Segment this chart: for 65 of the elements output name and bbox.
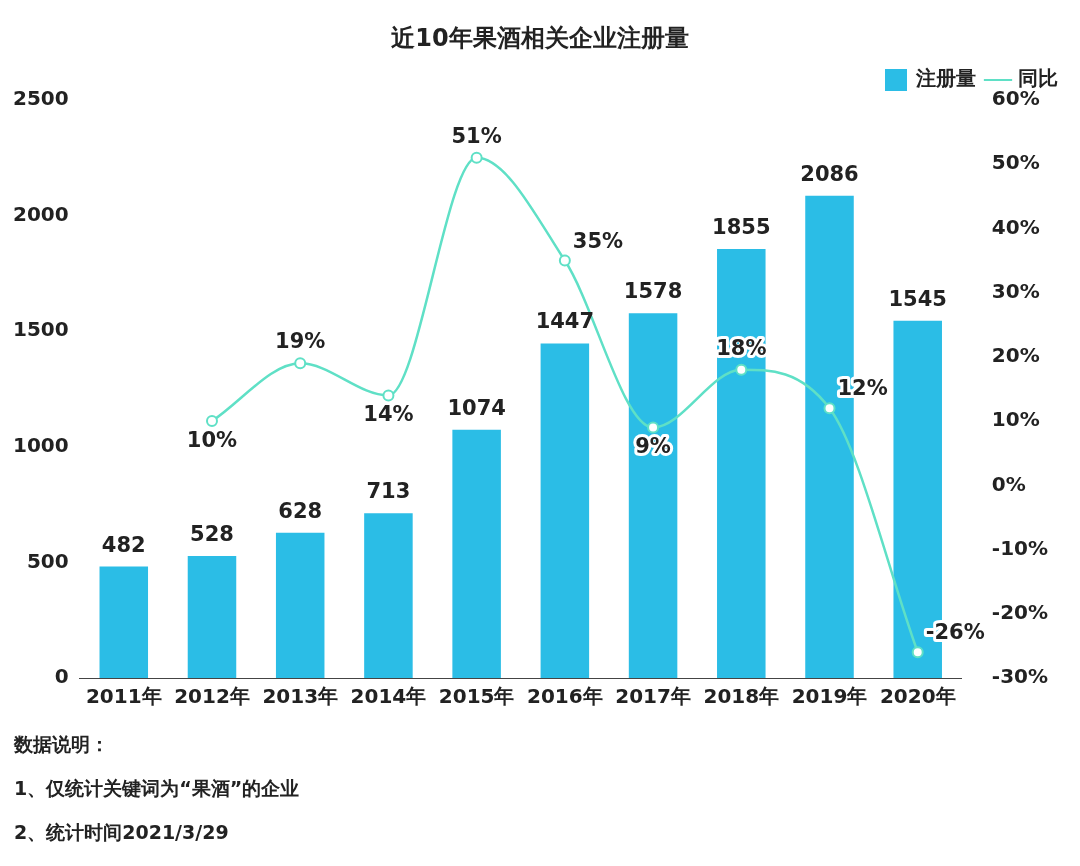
y2-tick-label: 0% <box>991 471 1026 496</box>
x-tick-label: 2013年 <box>262 684 339 709</box>
data-label: 482 <box>101 532 146 557</box>
y-tick-label: 500 <box>26 548 69 573</box>
x-tick-label: 2017年 <box>615 684 691 709</box>
y2-tick-label: 20% <box>991 343 1040 368</box>
data-label: 1545 <box>888 286 947 311</box>
point <box>294 357 307 370</box>
x-tick-label: 2015年 <box>438 684 515 709</box>
data-label: 528 <box>190 521 234 546</box>
y2-tick-label: 30% <box>991 278 1040 303</box>
point <box>735 363 748 376</box>
y-tick-label: 1500 <box>12 317 69 342</box>
bar <box>364 513 413 678</box>
y2-tick-label: 10% <box>991 407 1040 432</box>
bar <box>187 555 237 678</box>
y2-tick-label: -10% <box>991 535 1048 560</box>
point <box>470 151 483 164</box>
y-tick-label: 0 <box>54 664 69 689</box>
y2-tick-label: -20% <box>991 599 1048 624</box>
chart-title: 近10年果酒相关企业注册量 <box>390 23 690 54</box>
x-tick-label: 2020年 <box>879 684 956 709</box>
bar <box>99 566 149 678</box>
x-tick-label: 2011年 <box>85 684 162 709</box>
x-tick-label: 2019年 <box>791 684 868 709</box>
point <box>911 646 924 659</box>
data-label: 1855 <box>712 215 771 240</box>
data-label: 51% <box>451 123 502 148</box>
bar <box>628 313 678 678</box>
data-label: 19% <box>275 329 326 354</box>
text: 1、仅统计关键词为“果酒”的企业 <box>14 776 301 801</box>
y2-tick-label: -30% <box>991 664 1048 689</box>
data-label: 713 <box>366 479 411 504</box>
x-tick-label: 2014年 <box>350 684 427 709</box>
data-label: 2086 <box>800 161 859 186</box>
data-label: 35% <box>572 228 624 253</box>
legend-label: 同比 <box>1018 66 1058 91</box>
data-label: 628 <box>278 498 323 523</box>
point <box>558 254 571 267</box>
y-tick-label: 2000 <box>12 201 69 226</box>
bar <box>275 532 325 678</box>
point <box>647 421 660 434</box>
bar <box>540 343 590 678</box>
y2-tick-label: 50% <box>991 150 1040 175</box>
x-tick-label: 2018年 <box>703 684 780 709</box>
y2-tick-label: 40% <box>991 214 1040 239</box>
point <box>823 402 836 415</box>
text: 2、统计时间2021/3/29 <box>14 820 230 845</box>
data-label: 9% <box>635 434 671 459</box>
data-label: 18% <box>716 335 767 360</box>
point <box>382 389 395 402</box>
text: 数据说明： <box>14 732 110 757</box>
data-label: 1447 <box>535 309 595 334</box>
x-tick-label: 2016年 <box>527 684 603 709</box>
data-label: 1578 <box>623 279 683 304</box>
y-tick-label: 2500 <box>12 86 69 111</box>
data-label: 1074 <box>447 395 506 420</box>
bar <box>452 429 501 678</box>
y-tick-label: 1000 <box>12 433 69 457</box>
data-label: 10% <box>186 428 238 453</box>
data-label: 14% <box>363 402 414 427</box>
point <box>205 415 218 428</box>
bar <box>717 249 766 678</box>
x-tick-label: 2012年 <box>174 684 250 709</box>
legend-label: 注册量 <box>915 66 976 91</box>
